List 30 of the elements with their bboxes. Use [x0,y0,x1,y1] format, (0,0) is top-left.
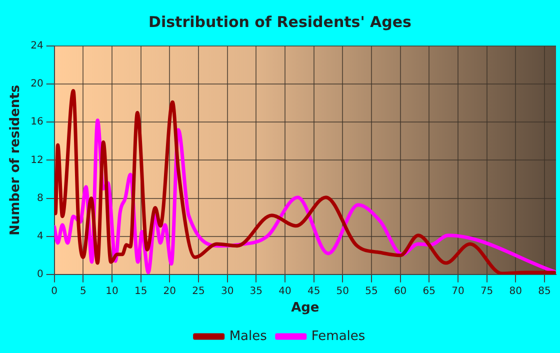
x-tick-label: 5 [80,286,86,297]
y-axis-title: Number of residents [8,84,24,236]
legend-label: Males [229,328,268,344]
x-tick-label: 35 [250,286,263,297]
x-tick-label: 45 [307,286,320,297]
y-tick-label: 12 [30,154,44,166]
x-tick-label: 80 [509,286,522,297]
x-tick-label: 20 [163,286,176,297]
legend-label: Females [311,328,366,344]
x-tick-label: 30 [220,286,234,297]
y-tick-label: 24 [30,40,44,52]
x-tick-label: 10 [106,286,118,297]
y-tick-label: 16 [30,116,44,128]
x-tick-label: 0 [51,286,58,297]
x-tick-label: 55 [365,286,378,297]
y-tick-label: 8 [36,192,44,204]
x-tick-label: 25 [192,286,205,297]
x-tick-label: 40 [278,286,292,297]
y-tick-label: 0 [36,268,44,280]
x-tick-label: 65 [422,286,436,297]
x-tick-label: 60 [394,286,407,297]
chart-title: Distribution of Residents' Ages [148,12,412,31]
x-axis-title: Age [291,300,320,316]
x-tick-label: 50 [336,286,350,297]
y-tick-label: 4 [36,230,44,242]
x-tick-label: 75 [480,286,494,297]
x-tick-label: 70 [452,286,464,297]
y-tick-label: 20 [30,78,44,90]
x-tick-label: 85 [538,286,551,297]
x-tick-label: 15 [134,286,148,297]
